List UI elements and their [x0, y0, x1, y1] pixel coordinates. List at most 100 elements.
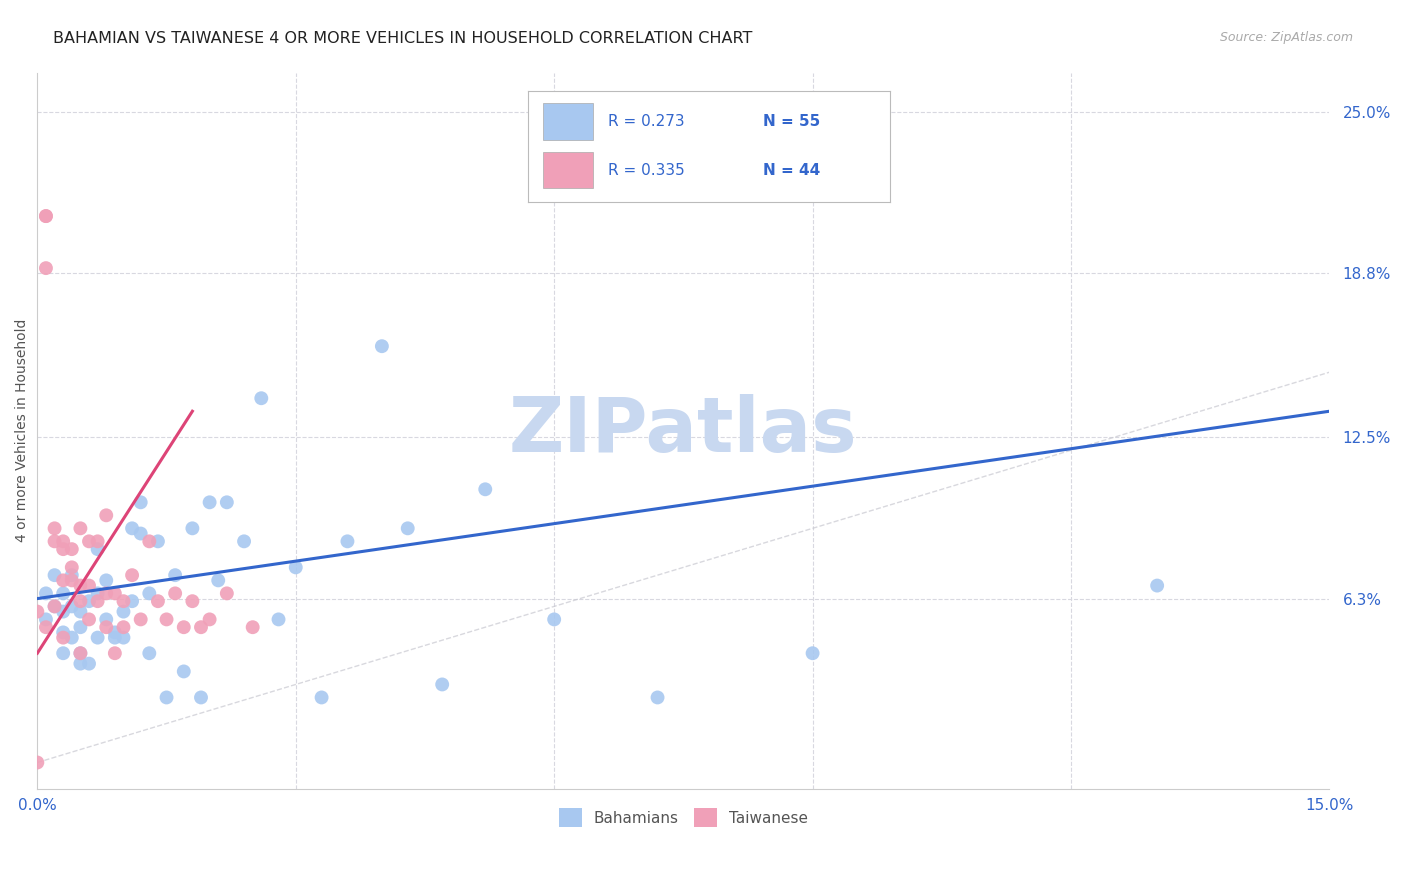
Point — [165, 568, 187, 582]
Point — [112, 605, 135, 619]
Point — [52, 542, 75, 557]
Point — [52, 605, 75, 619]
Point — [52, 631, 75, 645]
Point — [1146, 578, 1168, 592]
Point — [474, 483, 496, 497]
Point — [35, 209, 58, 223]
Point — [121, 594, 143, 608]
Point — [104, 646, 127, 660]
Point — [52, 586, 75, 600]
Point — [146, 534, 169, 549]
Point — [215, 495, 238, 509]
Point — [69, 657, 91, 671]
Point — [77, 657, 100, 671]
Point — [96, 574, 118, 588]
Point — [77, 594, 100, 608]
Point — [543, 612, 565, 626]
Point — [77, 534, 100, 549]
Point — [181, 594, 204, 608]
Point — [242, 620, 264, 634]
Point — [27, 605, 49, 619]
Point — [60, 560, 83, 574]
Point — [96, 620, 118, 634]
Point — [396, 521, 419, 535]
Point — [35, 586, 58, 600]
Point — [86, 631, 108, 645]
Point — [112, 594, 135, 608]
Point — [44, 599, 66, 614]
Point — [35, 261, 58, 276]
Point — [165, 586, 187, 600]
Point — [311, 690, 333, 705]
Point — [69, 646, 91, 660]
Point — [60, 542, 83, 557]
Point — [112, 620, 135, 634]
Point — [207, 574, 229, 588]
Point — [129, 526, 152, 541]
Point — [104, 586, 127, 600]
Point — [336, 534, 359, 549]
Point — [96, 508, 118, 523]
Point — [35, 620, 58, 634]
Point — [267, 612, 290, 626]
Point — [146, 594, 169, 608]
Point — [181, 521, 204, 535]
Point — [96, 612, 118, 626]
Point — [129, 495, 152, 509]
Point — [647, 690, 669, 705]
Point — [801, 646, 824, 660]
Point — [86, 586, 108, 600]
Point — [44, 599, 66, 614]
Y-axis label: 4 or more Vehicles in Household: 4 or more Vehicles in Household — [15, 319, 30, 542]
Point — [215, 586, 238, 600]
Point — [77, 578, 100, 592]
Point — [129, 612, 152, 626]
Point — [250, 391, 273, 405]
Point — [52, 534, 75, 549]
Point — [371, 339, 394, 353]
Point — [52, 625, 75, 640]
Text: ZIPatlas: ZIPatlas — [509, 393, 858, 467]
Point — [198, 612, 221, 626]
Point — [69, 594, 91, 608]
Point — [69, 646, 91, 660]
Point — [173, 665, 195, 679]
Point — [104, 625, 127, 640]
Legend: Bahamians, Taiwanese: Bahamians, Taiwanese — [551, 801, 815, 835]
Point — [35, 612, 58, 626]
Point — [77, 612, 100, 626]
Point — [35, 209, 58, 223]
Point — [155, 612, 177, 626]
Point — [69, 605, 91, 619]
Point — [121, 521, 143, 535]
Point — [60, 574, 83, 588]
Point — [155, 690, 177, 705]
Point — [190, 690, 212, 705]
Point — [104, 631, 127, 645]
Point — [27, 756, 49, 770]
Point — [52, 574, 75, 588]
Point — [52, 646, 75, 660]
Point — [44, 521, 66, 535]
Point — [60, 599, 83, 614]
Point — [44, 568, 66, 582]
Point — [44, 534, 66, 549]
Point — [96, 586, 118, 600]
Point — [173, 620, 195, 634]
Point — [190, 620, 212, 634]
Point — [86, 542, 108, 557]
Point — [69, 521, 91, 535]
Point — [86, 534, 108, 549]
Point — [138, 646, 160, 660]
Point — [138, 534, 160, 549]
Point — [60, 568, 83, 582]
Point — [233, 534, 256, 549]
Point — [69, 620, 91, 634]
Point — [60, 631, 83, 645]
Point — [121, 568, 143, 582]
Point — [432, 677, 454, 691]
Point — [112, 631, 135, 645]
Point — [69, 578, 91, 592]
Point — [198, 495, 221, 509]
Text: Source: ZipAtlas.com: Source: ZipAtlas.com — [1219, 31, 1353, 45]
